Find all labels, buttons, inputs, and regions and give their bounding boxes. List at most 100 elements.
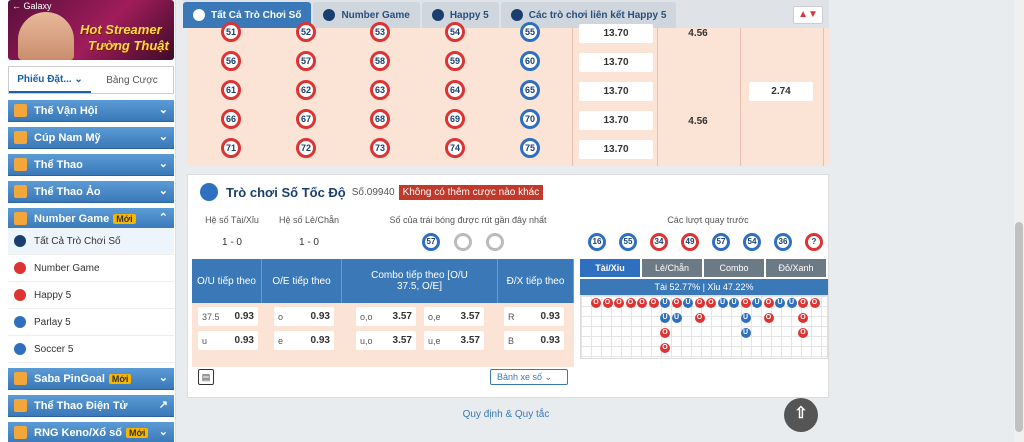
road-tab-oe[interactable]: Lẻ/Chẵn: [642, 259, 702, 277]
odds-button[interactable]: 13.70: [579, 82, 653, 101]
tab-betslip[interactable]: Phiếu Đặt... ⌄: [9, 67, 91, 93]
previous-draws-label: Các lượt quay trước: [667, 215, 749, 225]
number-ball[interactable]: 63: [370, 80, 390, 100]
bet-option[interactable]: u,o 3.57: [356, 331, 416, 350]
rules-link[interactable]: Quy định & Quy tắc: [462, 409, 550, 420]
bet-option[interactable]: u,e 3.57: [424, 331, 484, 350]
tab-icon: [323, 9, 336, 21]
road-dot: O: [798, 298, 808, 308]
number-ball[interactable]: 64: [445, 80, 465, 100]
number-ball[interactable]: 54: [445, 22, 465, 42]
number-ball[interactable]: 58: [370, 51, 390, 71]
odds-button[interactable]: 13.70: [579, 111, 653, 130]
number-ball[interactable]: 71: [221, 138, 241, 158]
number-ball[interactable]: 72: [296, 138, 316, 158]
previous-ball: 34: [650, 233, 668, 251]
number-ball[interactable]: 73: [370, 138, 390, 158]
sidebar-nav-2[interactable]: Thể Thao ⌄: [8, 154, 174, 176]
sidebar-subitem-1[interactable]: Number Game: [8, 255, 174, 282]
road-tab-ou[interactable]: Tài/Xỉu: [580, 259, 640, 277]
number-ball[interactable]: 55: [520, 22, 540, 42]
road-dot: O: [809, 298, 820, 308]
tab-icon: [431, 9, 444, 21]
scrollbar-thumb[interactable]: [1015, 222, 1023, 432]
previous-ball: 36: [774, 233, 792, 251]
bet-option[interactable]: o,e 3.57: [424, 307, 484, 326]
grid-divider: [823, 28, 824, 166]
number-ball[interactable]: 70: [520, 109, 540, 129]
number-ball[interactable]: 57: [296, 51, 316, 71]
bet-option[interactable]: u 0.93: [198, 331, 258, 350]
road-dot: U: [660, 298, 670, 308]
recent-ball: [486, 233, 504, 251]
road-dot: O: [671, 298, 682, 308]
sidebar-nav-1[interactable]: Cúp Nam Mỹ ⌄: [8, 127, 174, 149]
number-ball[interactable]: 75: [520, 138, 540, 158]
promo-banner[interactable]: ← Galaxy Hot Streamer Tường Thuật: [8, 0, 174, 60]
odds-button[interactable]: 2.74: [749, 82, 813, 101]
number-ball[interactable]: 65: [520, 80, 540, 100]
number-ball[interactable]: 62: [296, 80, 316, 100]
number-ball[interactable]: 67: [296, 109, 316, 129]
number-ball[interactable]: 74: [445, 138, 465, 158]
number-ball[interactable]: 61: [221, 80, 241, 100]
bet-option[interactable]: e 0.93: [274, 331, 334, 350]
panel-title: Trò chơi Số Tốc Độ Số.09940 Không có thê…: [200, 183, 544, 201]
rb-header: Đ/X tiếp theo: [498, 259, 574, 303]
odds-button[interactable]: 4.56: [688, 28, 708, 39]
road-dot: U: [752, 298, 762, 308]
sidebar-subitem-0[interactable]: Tất Cả Trò Chơi Số: [8, 228, 174, 255]
printer-icon[interactable]: ▤: [198, 369, 214, 385]
nav-icon: [14, 426, 27, 439]
number-ball[interactable]: 59: [445, 51, 465, 71]
road-dot: O: [648, 298, 659, 308]
sidebar-nav-0[interactable]: Thế Vận Hội ⌄: [8, 100, 174, 122]
bet-option[interactable]: o,o 3.57: [356, 307, 416, 326]
bet-option[interactable]: o 0.93: [274, 307, 334, 326]
number-ball[interactable]: 56: [221, 51, 241, 71]
sidebar-nav-4[interactable]: Number Game Mới ⌃: [8, 208, 174, 230]
road-tab-combo[interactable]: Combo: [704, 259, 764, 277]
tab-number-game[interactable]: Number Game: [313, 2, 420, 28]
sort-icon[interactable]: ▲▼: [793, 6, 823, 24]
odds-button[interactable]: 13.70: [579, 140, 653, 159]
road-dot: U: [729, 298, 739, 308]
odds-button[interactable]: 13.70: [579, 53, 653, 72]
sidebar-nav2-2[interactable]: RNG Keno/Xổ số Mới ⌄: [8, 422, 174, 442]
chevron-icon: ⌄: [158, 426, 168, 438]
odds-button[interactable]: 4.56: [688, 116, 708, 127]
ou-ratio: Hệ số Tài/Xỉu 1 - 0: [205, 215, 259, 248]
scrollbar[interactable]: [1014, 0, 1024, 442]
road-tab-rb[interactable]: Đỏ/Xanh: [766, 259, 826, 277]
number-ball[interactable]: 69: [445, 109, 465, 129]
number-ball[interactable]: 68: [370, 109, 390, 129]
number-ball[interactable]: 53: [370, 22, 390, 42]
odds-button[interactable]: 13.70: [579, 24, 653, 43]
number-ball[interactable]: 60: [520, 51, 540, 71]
sidebar-subitem-3[interactable]: Parlay 5: [8, 309, 174, 336]
road-dot: U: [786, 298, 797, 308]
tab-bet-list[interactable]: Bảng Cược: [106, 74, 158, 86]
scroll-top-button[interactable]: ⇧: [784, 398, 818, 432]
sidebar-nav2-1[interactable]: Thể Thao Điện Tử ↗: [8, 395, 174, 417]
number-ball[interactable]: 66: [221, 109, 241, 129]
banner-image: [18, 12, 74, 60]
sidebar: ← Galaxy Hot Streamer Tường Thuật Phiếu …: [0, 0, 176, 442]
tab-all-number-games[interactable]: Tất Cả Trò Chơi Số: [183, 2, 312, 28]
number-ball[interactable]: 52: [296, 22, 316, 42]
sidebar-subitem-2[interactable]: Happy 5: [8, 282, 174, 309]
grid-divider: [740, 28, 741, 166]
number-ball[interactable]: 51: [221, 22, 241, 42]
back-link[interactable]: ← Galaxy: [12, 1, 52, 11]
bet-option[interactable]: 37.5 0.93: [198, 307, 258, 326]
bet-option[interactable]: B 0.93: [504, 331, 564, 350]
sidebar-subitem-4[interactable]: Soccer 5: [8, 336, 174, 363]
bet-option[interactable]: R 0.93: [504, 307, 564, 326]
wheel-dropdown[interactable]: Bảnh xe số ⌄: [490, 369, 568, 385]
road-dot: O: [694, 313, 705, 323]
sidebar-nav-3[interactable]: Thể Thao Ảo ⌄: [8, 181, 174, 203]
previous-ball: 49: [681, 233, 699, 251]
sidebar-nav2-0[interactable]: Saba PinGoal Mới ⌄: [8, 368, 174, 390]
nav-icon: [14, 372, 27, 385]
